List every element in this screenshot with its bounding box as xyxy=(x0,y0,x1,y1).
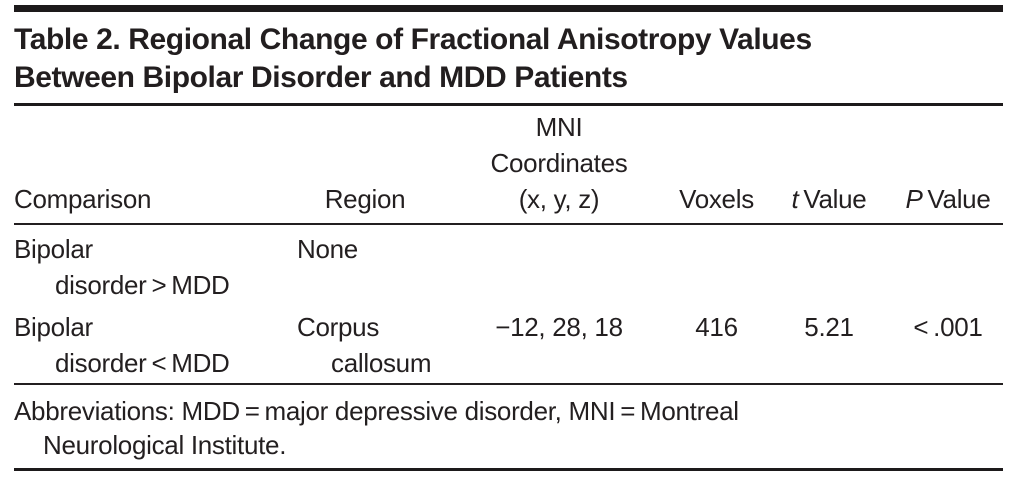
comparison-line-2: disorder < MDD xyxy=(55,348,230,378)
cell-t-value xyxy=(765,224,893,303)
cell-region: None xyxy=(280,224,450,303)
cell-t-value: 5.21 xyxy=(765,303,893,385)
cell-region: Corpus callosum xyxy=(280,303,450,385)
top-rule xyxy=(14,5,1003,12)
data-table: Comparison Region MNI Coordinates (x, y,… xyxy=(14,106,1003,385)
p-value-rest: Value xyxy=(922,184,991,214)
t-value-rest: Value xyxy=(798,184,867,214)
table-row-bipolar-gt-mdd: Bipolar disorder > MDD None xyxy=(14,224,1003,303)
cell-voxels xyxy=(668,224,765,303)
footnote-line-2: Neurological Institute. xyxy=(43,430,287,460)
table-header: Comparison Region MNI Coordinates (x, y,… xyxy=(14,106,1003,225)
comparison-line-2: disorder > MDD xyxy=(55,270,230,300)
table-row-bipolar-lt-mdd: Bipolar disorder < MDD Corpus callosum −… xyxy=(14,303,1003,385)
mni-header-line-1: MNI xyxy=(535,112,583,142)
cell-comparison: Bipolar disorder < MDD xyxy=(14,303,280,385)
col-header-voxels: Voxels xyxy=(668,106,765,225)
cell-voxels: 416 xyxy=(668,303,765,385)
region-line-2: callosum xyxy=(331,348,432,378)
bottom-rule xyxy=(14,468,1003,471)
table-title-line-1: Table 2. Regional Change of Fractional A… xyxy=(14,23,812,56)
region-line-1: Corpus xyxy=(297,312,380,342)
cell-p-value xyxy=(893,224,1003,303)
footnote-line-1: Abbreviations: MDD = major depressive di… xyxy=(14,396,739,426)
t-value-italic: t xyxy=(791,184,799,214)
mni-header-line-3: (x, y, z) xyxy=(518,184,600,214)
table-title-line-2: Between Bipolar Disorder and MDD Patient… xyxy=(14,61,628,94)
cell-p-value: < .001 xyxy=(893,303,1003,385)
cell-mni xyxy=(450,224,668,303)
col-header-t-value: t Value xyxy=(765,106,893,225)
mni-header-line-2: Coordinates xyxy=(490,148,628,178)
col-header-p-value: P Value xyxy=(893,106,1003,225)
table-title: Table 2. Regional Change of Fractional A… xyxy=(14,12,1003,106)
cell-comparison: Bipolar disorder > MDD xyxy=(14,224,280,303)
p-value-italic: P xyxy=(905,184,923,214)
table-body: Bipolar disorder > MDD None Bipolar diso… xyxy=(14,224,1003,385)
table-footnote: Abbreviations: MDD = major depressive di… xyxy=(14,385,1003,462)
cell-mni: −12, 28, 18 xyxy=(450,303,668,385)
comparison-line-1: Bipolar xyxy=(14,234,93,264)
comparison-line-1: Bipolar xyxy=(14,312,93,342)
region-line-1: None xyxy=(297,234,358,264)
col-header-comparison: Comparison xyxy=(14,106,280,225)
col-header-region: Region xyxy=(280,106,450,225)
col-header-mni-coordinates: MNI Coordinates (x, y, z) xyxy=(450,106,668,225)
table-header-row: Comparison Region MNI Coordinates (x, y,… xyxy=(14,106,1003,225)
